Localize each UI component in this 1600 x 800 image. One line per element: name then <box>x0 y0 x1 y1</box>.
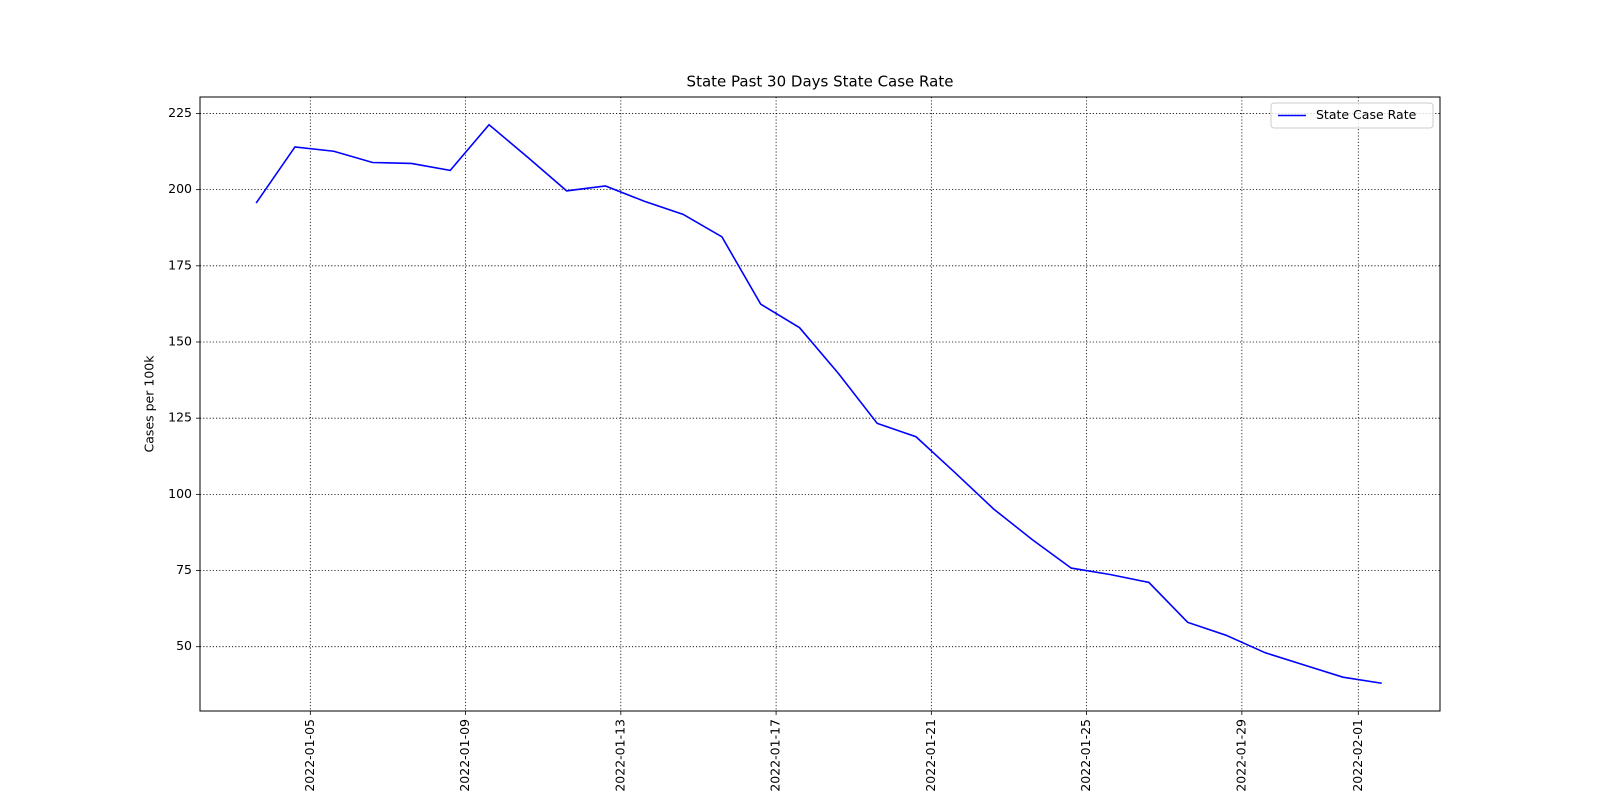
data-line <box>255 123 1382 685</box>
x-tick-label: 2022-01-05 <box>302 719 317 792</box>
y-axis-label: Cases per 100k <box>142 355 157 453</box>
x-tick-label: 2022-01-21 <box>923 719 938 792</box>
legend-box <box>1270 102 1434 129</box>
y-tick-label: 225 <box>168 105 192 120</box>
x-tick-label: 2022-01-13 <box>612 719 627 792</box>
x-tick-label: 2022-01-09 <box>457 719 472 792</box>
x-tick-label: 2022-01-29 <box>1233 719 1248 792</box>
chart-title: State Past 30 Days State Case Rate <box>687 73 954 91</box>
y-tick-label: 150 <box>168 333 192 348</box>
x-tick-label: 2022-01-25 <box>1078 719 1093 792</box>
legend-label: State Case Rate <box>1316 107 1417 122</box>
y-tick-label: 175 <box>168 257 192 272</box>
x-tick-label: 2022-01-17 <box>768 719 783 792</box>
y-tick-label: 100 <box>168 486 192 501</box>
y-tick-label: 50 <box>176 638 192 653</box>
legend: State Case Rate <box>1270 102 1434 129</box>
y-tick-label: 125 <box>168 410 192 425</box>
x-tick-label: 2022-02-01 <box>1350 719 1365 792</box>
y-tick-label: 200 <box>168 181 192 196</box>
plot-frame <box>199 96 1441 712</box>
y-tick-label: 75 <box>176 562 192 577</box>
